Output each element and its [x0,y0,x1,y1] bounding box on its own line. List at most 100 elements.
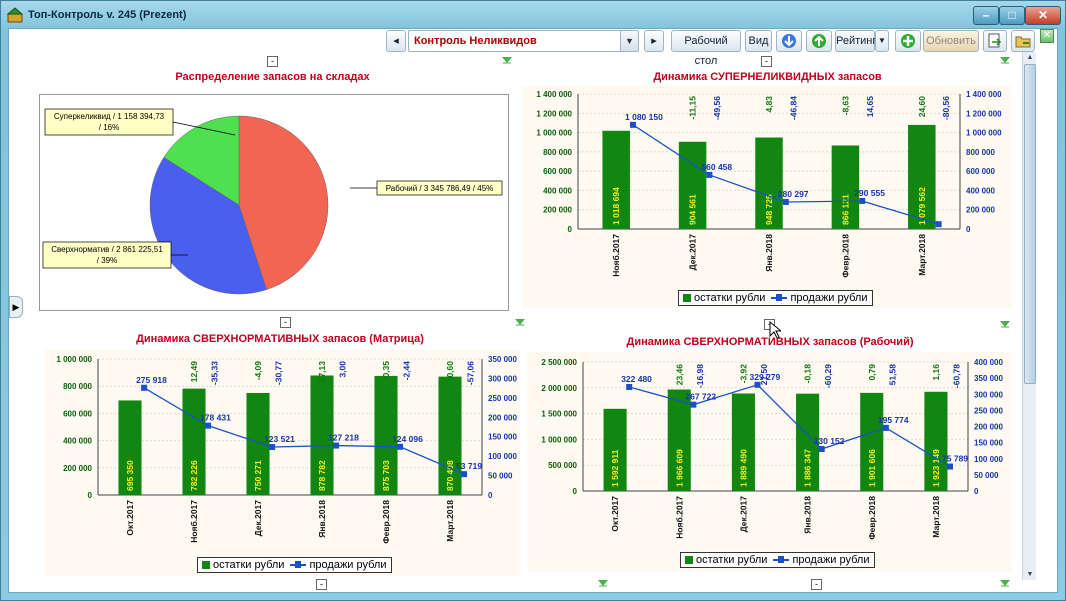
panel-menu-icon[interactable] [502,57,512,65]
panel-menu-icon[interactable] [515,319,525,327]
pie-chart: Рабочий / 3 345 786,49 / 45% Сверхнормати… [42,108,503,295]
bar-value-label: 1 079 562 [917,187,927,225]
y-tick-label: 600 000 [63,409,92,418]
y2-tick-label: 1 200 000 [966,109,1002,118]
next-report-button[interactable]: ▸ [644,30,664,52]
y-tick-label: 0 [573,487,578,496]
bar-value-label: 782 226 [189,460,199,491]
title-bar[interactable]: Топ-Контроль v. 245 (Prezent) – □ ✕ [1,1,1066,29]
report-select[interactable]: Контроль Неликвидов ▼ [408,30,639,52]
pie-slice-label: Сверхнорматив / 2 861 225,51 [51,245,163,254]
collapse-bottom-left-button[interactable]: - [316,579,327,590]
sales-point [690,401,697,408]
folder-button[interactable] [1011,30,1035,52]
move-down-button[interactable] [776,30,802,52]
legend-sales-swatch [773,556,790,564]
add-button[interactable] [895,30,921,52]
x-tick-label: Нояб.2017 [674,496,684,539]
panel-menu-icon[interactable] [598,580,608,588]
sales-value-label: 123 521 [264,434,295,444]
bar [796,393,820,491]
vertical-scrollbar[interactable]: ▲ ▼ [1022,52,1036,580]
refresh-button[interactable]: Обновить [923,30,979,52]
y2-tick-label: 100 000 [974,455,1003,464]
sales-value-label: 127 218 [328,433,359,443]
sales-change-label: -49,56 [712,96,722,120]
rating-dropdown-button[interactable]: ▼ [875,30,889,52]
sales-value-label: 329 279 [750,372,781,382]
chevron-right-icon: ▸ [651,35,657,47]
sales-point [141,384,148,391]
pie-label-box [376,180,503,196]
minimize-button[interactable]: – [973,6,999,25]
view-button[interactable]: Вид [745,30,772,52]
y-tick-label: 0 [568,225,573,234]
close-button[interactable]: ✕ [1025,6,1061,25]
sales-change-label: 51,58 [887,364,897,386]
y2-tick-label: 200 000 [974,423,1003,432]
panel-menu-icon[interactable] [1000,580,1010,588]
bar [310,375,334,495]
legend-sales-label: продажи рубли [790,292,868,305]
y2-tick-label: 150 000 [974,439,1003,448]
bar-value-label: 695 350 [125,460,135,491]
sales-change-label: 14,65 [865,96,875,118]
legend-sales-swatch [771,294,788,302]
sales-point [626,384,633,391]
stock-change-label: 1,16 [931,364,941,381]
collapse-matrix-button[interactable]: - [280,317,291,328]
pie-slice-label: Рабочий / 3 345 786,49 / 45% [386,184,494,193]
working-legend: остатки рубли продажи рубли [680,552,875,568]
pie-slice-label: / 39% [97,256,117,265]
y2-tick-label: 1 400 000 [966,90,1002,99]
stock-change-label: -0,18 [803,364,813,384]
stock-change-label: 12,49 [189,361,199,383]
sales-point [397,443,404,450]
sales-value-label: 178 431 [200,413,231,423]
collapse-pie-button[interactable]: - [267,56,278,67]
y-tick-label: 200 000 [543,206,572,215]
side-panel-expander[interactable]: ▶ [9,296,23,318]
y-tick-label: 1 500 000 [541,410,577,419]
y2-tick-label: 0 [488,491,493,500]
stock-change-label: -0,35 [381,361,391,381]
sales-change-label: 3,00 [337,361,347,378]
sales-point [461,471,468,478]
scroll-up-icon[interactable]: ▲ [1026,54,1034,61]
bar-value-label: 870 408 [445,460,455,491]
prev-report-button[interactable]: ◂ [386,30,406,52]
chevron-down-icon[interactable]: ▼ [620,31,638,51]
desktop-button[interactable]: Рабочий стол [671,30,741,67]
legend-sales-label: продажи рубли [792,554,870,567]
folder-icon [1015,36,1031,48]
panel-menu-icon[interactable] [1000,321,1010,329]
sales-point [630,121,637,128]
y-tick-label: 1 400 000 [536,90,572,99]
stock-change-label: 4,83 [764,96,774,113]
y-tick-label: 200 000 [63,464,92,473]
collapse-bottom-right-button[interactable]: - [811,579,822,590]
export-button[interactable] [983,30,1007,52]
y2-tick-label: 1 000 000 [966,129,1002,138]
x-tick-label: Март.2018 [445,500,455,542]
super-legend: остатки рубли продажи рубли [678,290,873,306]
scroll-thumb[interactable] [1024,64,1036,384]
move-up-button[interactable] [806,30,832,52]
sales-change-label: -60,78 [951,364,961,388]
x-tick-label: Февр.2018 [381,500,391,544]
stock-change-label: 0,79 [867,364,877,381]
sales-value-label: 560 458 [701,162,732,172]
y2-tick-label: 200 000 [488,413,517,422]
maximize-button[interactable]: □ [999,6,1025,25]
bar [182,388,206,495]
rating-button[interactable]: Рейтинг [835,30,876,52]
x-tick-label: Дек.2017 [688,234,698,271]
plus-icon [901,34,915,48]
x-tick-label: Окт.2017 [125,500,135,536]
sales-value-label: 195 774 [878,415,909,425]
panel-menu-icon[interactable] [1000,57,1010,65]
panel-close-icon[interactable]: ✕ [1040,29,1054,43]
y2-tick-label: 400 000 [966,186,995,195]
collapse-super-button[interactable]: - [761,56,772,67]
scroll-down-icon[interactable]: ▼ [1026,571,1034,578]
